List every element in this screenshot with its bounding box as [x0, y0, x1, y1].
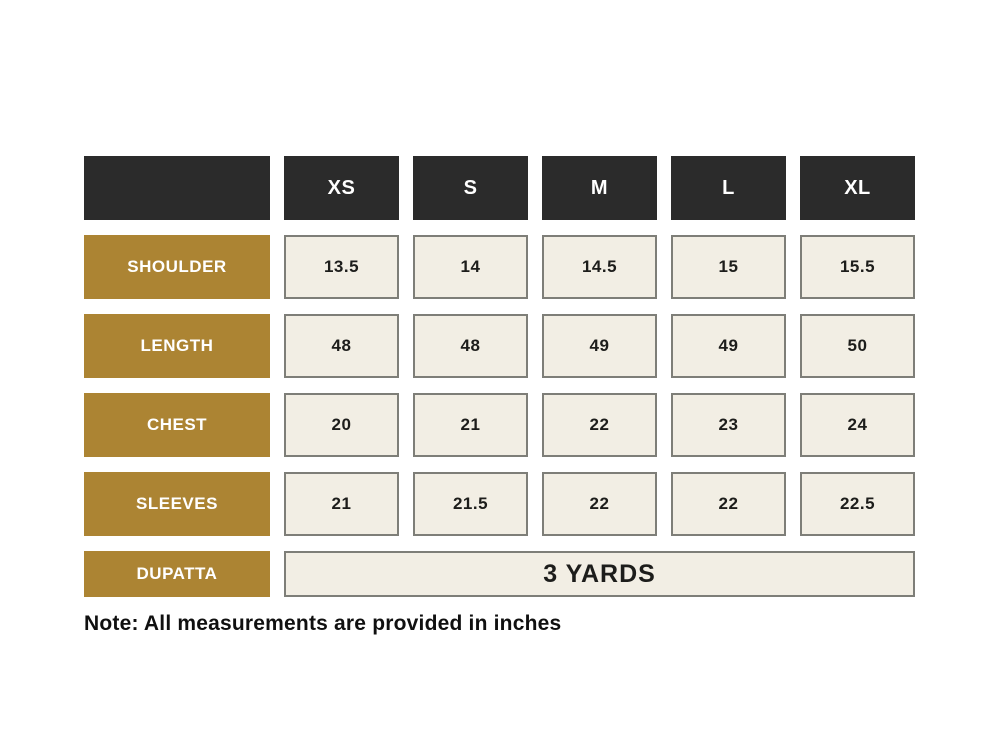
dupatta-value: 3 YARDS	[284, 551, 915, 597]
corner-cell	[84, 156, 270, 220]
shoulder-m: 14.5	[542, 235, 657, 299]
chest-m: 22	[542, 393, 657, 457]
sleeves-xl: 22.5	[800, 472, 915, 536]
size-header-s: S	[413, 156, 528, 220]
length-xl: 50	[800, 314, 915, 378]
measurements-note: Note: All measurements are provided in i…	[84, 612, 562, 635]
shoulder-l: 15	[671, 235, 786, 299]
size-header-m: M	[542, 156, 657, 220]
shoulder-xs: 13.5	[284, 235, 399, 299]
chest-s: 21	[413, 393, 528, 457]
size-header-l: L	[671, 156, 786, 220]
size-chart: XS S M L XL SHOULDER 13.5 14 14.5 15 15.…	[84, 156, 915, 597]
chest-xs: 20	[284, 393, 399, 457]
sleeves-m: 22	[542, 472, 657, 536]
sleeves-xs: 21	[284, 472, 399, 536]
chest-l: 23	[671, 393, 786, 457]
length-m: 49	[542, 314, 657, 378]
chest-xl: 24	[800, 393, 915, 457]
sleeves-s: 21.5	[413, 472, 528, 536]
shoulder-xl: 15.5	[800, 235, 915, 299]
row-label-dupatta: DUPATTA	[84, 551, 270, 597]
row-label-chest: CHEST	[84, 393, 270, 457]
length-xs: 48	[284, 314, 399, 378]
row-label-sleeves: SLEEVES	[84, 472, 270, 536]
row-label-length: LENGTH	[84, 314, 270, 378]
length-l: 49	[671, 314, 786, 378]
length-s: 48	[413, 314, 528, 378]
size-chart-table: XS S M L XL SHOULDER 13.5 14 14.5 15 15.…	[84, 156, 915, 597]
size-header-xs: XS	[284, 156, 399, 220]
size-header-xl: XL	[800, 156, 915, 220]
row-label-shoulder: SHOULDER	[84, 235, 270, 299]
sleeves-l: 22	[671, 472, 786, 536]
shoulder-s: 14	[413, 235, 528, 299]
